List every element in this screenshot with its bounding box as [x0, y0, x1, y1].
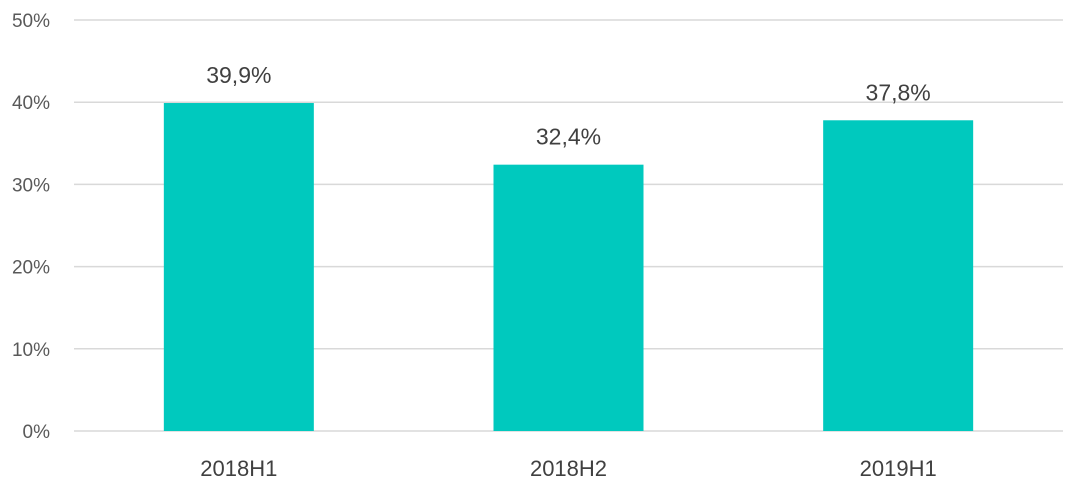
bar-2018h2	[493, 164, 644, 431]
y-tick-label: 20%	[12, 258, 50, 279]
x-category-label: 2018H1	[200, 456, 277, 481]
bars	[163, 103, 974, 431]
bar-2019h1	[823, 120, 974, 431]
y-tick-label: 0%	[23, 422, 51, 443]
y-tick-label: 40%	[12, 93, 50, 114]
y-tick-label: 10%	[12, 340, 50, 361]
data-label-2019h1: 37,8%	[866, 79, 931, 105]
y-axis-ticks: 0% 10% 20% 30% 40% 50%	[12, 11, 50, 443]
data-labels: 39,9% 32,4% 37,8%	[206, 62, 931, 150]
x-category-label: 2018H2	[530, 456, 607, 481]
y-tick-label: 50%	[12, 11, 50, 32]
data-label-2018h1: 39,9%	[206, 62, 271, 88]
x-category-label: 2019H1	[860, 456, 937, 481]
y-tick-label: 30%	[12, 175, 50, 196]
x-axis-categories: 2018H1 2018H2 2019H1	[200, 456, 936, 481]
data-label-2018h2: 32,4%	[536, 124, 601, 150]
bar-2018h1	[163, 103, 314, 431]
